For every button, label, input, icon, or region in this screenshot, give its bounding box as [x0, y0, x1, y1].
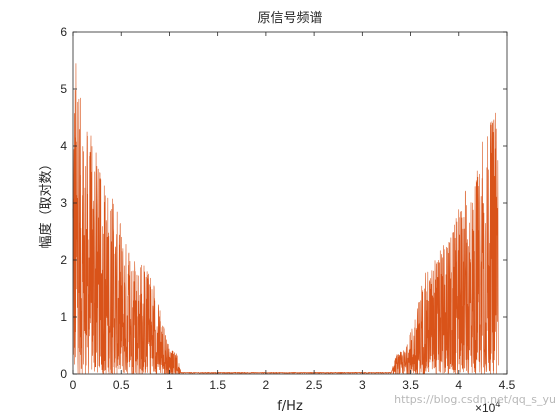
y-tick-label: 6	[60, 25, 67, 39]
x-exponent-power: 4	[495, 399, 500, 409]
spectrum-series	[72, 63, 499, 375]
x-tick-label: 0	[70, 378, 77, 392]
x-tick-label: 4.5	[499, 378, 516, 392]
watermark: https://blog.csdn.net/qq_s_yu	[394, 393, 556, 406]
x-tick-label: 0.5	[113, 378, 130, 392]
x-exponent-base: ×10	[475, 401, 496, 415]
x-exponent: ×104	[475, 399, 500, 415]
x-tick-label: 2.5	[306, 378, 323, 392]
x-tick-label: 3	[359, 378, 366, 392]
x-tick-label: 1.5	[209, 378, 226, 392]
x-tick-label: 3.5	[402, 378, 419, 392]
chart-title: 原信号频谱	[257, 11, 322, 26]
x-axis-label: f/Hz	[277, 399, 303, 414]
y-axis-ticks: 0 1 2 3 4 5 6	[60, 25, 507, 381]
y-axis-label: 幅度（取对数）	[38, 157, 54, 248]
y-tick-label: 2	[60, 253, 67, 267]
x-tick-label: 1	[166, 378, 173, 392]
x-tick-label: 4	[455, 378, 462, 392]
y-tick-label: 0	[60, 367, 67, 381]
x-axis-ticks: 0 0.5 1 1.5 2 2.5 3 3.5 4 4.5	[70, 32, 516, 392]
y-tick-label: 1	[60, 310, 67, 324]
y-tick-label: 5	[60, 82, 67, 96]
y-tick-label: 3	[60, 196, 67, 210]
y-tick-label: 4	[60, 139, 67, 153]
spectrum-line	[72, 63, 499, 375]
x-tick-label: 2	[263, 378, 270, 392]
